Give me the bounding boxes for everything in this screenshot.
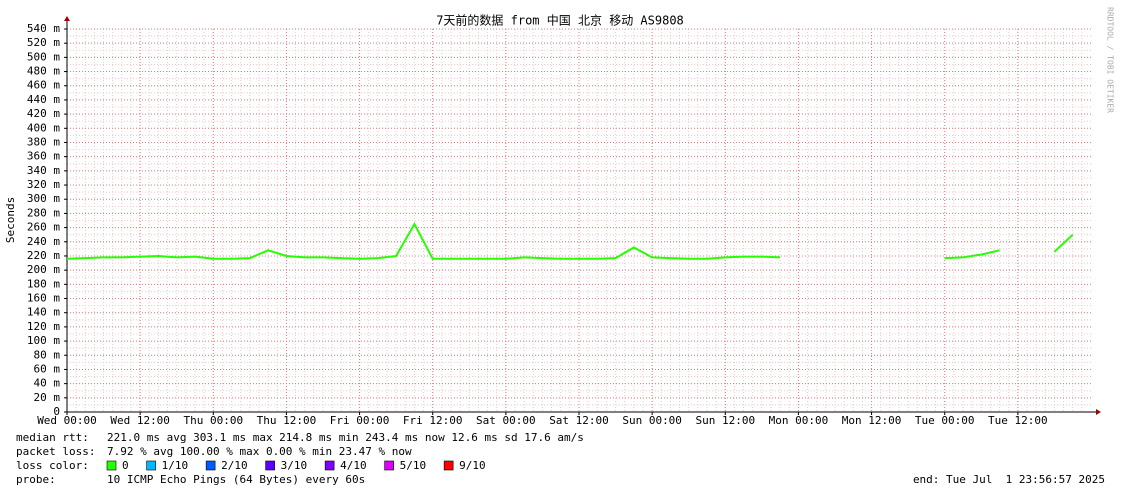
legend-entry: 0: [122, 459, 129, 472]
end-time: end: Tue Jul 1 23:56:57 2025: [913, 473, 1105, 486]
legend-entry: 5/10: [400, 459, 427, 472]
y-tick-label: 200 m: [27, 263, 60, 276]
y-tick-label: 500 m: [27, 50, 60, 63]
legend-entry: 2/10: [221, 459, 248, 472]
y-tick-label: 540 m: [27, 22, 60, 35]
y-tick-label: 400 m: [27, 121, 60, 134]
x-tick-label: Fri 12:00: [403, 414, 463, 427]
x-tick-label: Thu 00:00: [183, 414, 243, 427]
watermark: RRDTOOL / TOBI OETIKER: [1106, 7, 1115, 113]
y-tick-label: 100 m: [27, 334, 60, 347]
legend-entry: 3/10: [281, 459, 308, 472]
y-tick-label: 160 m: [27, 292, 60, 305]
x-tick-label: Tue 00:00: [915, 414, 975, 427]
legend-entry: 9/10: [459, 459, 486, 472]
y-tick-label: 480 m: [27, 65, 60, 78]
probe-label: probe:: [16, 473, 56, 486]
y-tick-label: 120 m: [27, 320, 60, 333]
y-tick-label: 300 m: [27, 192, 60, 205]
chart-title: 7天前的数据 from 中国 北京 移动 AS9808: [436, 13, 684, 28]
legend-swatch: [205, 460, 216, 471]
stat-text: 221.0 ms avg 303.1 ms max 214.8 ms min 2…: [107, 431, 584, 444]
y-tick-label: 240 m: [27, 235, 60, 248]
stat-label: packet loss:: [16, 445, 95, 458]
x-tick-label: Sat 12:00: [549, 414, 609, 427]
legend-swatch: [265, 460, 275, 471]
x-tick-label: Wed 12:00: [110, 414, 170, 427]
y-axis-label: Seconds: [4, 197, 17, 243]
y-tick-label: 260 m: [27, 221, 60, 234]
legend-swatch: [324, 460, 335, 471]
legend-entry: 1/10: [162, 459, 189, 472]
y-tick-label: 60 m: [34, 362, 61, 375]
x-tick-label: Wed 00:00: [37, 414, 97, 427]
y-tick-label: 40 m: [34, 377, 61, 390]
axis-arrow: [1096, 409, 1101, 415]
stat-label: median rtt:: [16, 431, 89, 444]
legend-swatch: [443, 460, 454, 471]
y-tick-label: 520 m: [27, 36, 60, 49]
y-tick-label: 80 m: [34, 348, 61, 361]
y-tick-label: 380 m: [27, 135, 60, 148]
legend-swatch: [384, 460, 394, 471]
y-tick-label: 340 m: [27, 164, 60, 177]
y-tick-label: 460 m: [27, 79, 60, 92]
axis-arrow: [64, 16, 70, 21]
legend-entry: 4/10: [340, 459, 367, 472]
y-tick-label: 320 m: [27, 178, 60, 191]
y-tick-label: 420 m: [27, 107, 60, 120]
y-tick-label: 0: [53, 405, 60, 418]
legend-swatch: [106, 460, 117, 471]
stat-text: 7.92 % avg 100.00 % max 0.00 % min 23.47…: [107, 445, 412, 458]
x-tick-label: Sat 00:00: [476, 414, 536, 427]
y-tick-label: 360 m: [27, 150, 60, 163]
y-tick-label: 20 m: [34, 391, 61, 404]
x-tick-label: Mon 12:00: [842, 414, 902, 427]
x-tick-label: Sun 12:00: [695, 414, 755, 427]
x-tick-label: Tue 12:00: [988, 414, 1048, 427]
y-tick-label: 440 m: [27, 93, 60, 106]
x-tick-label: Fri 00:00: [330, 414, 390, 427]
rtt-line: [66, 221, 1074, 260]
y-tick-label: 220 m: [27, 249, 60, 262]
probe-text: 10 ICMP Echo Pings (64 Bytes) every 60s: [107, 473, 365, 486]
y-tick-label: 280 m: [27, 206, 60, 219]
x-tick-label: Mon 00:00: [769, 414, 829, 427]
legend-label: loss color:: [16, 459, 89, 472]
y-tick-label: 180 m: [27, 277, 60, 290]
y-tick-label: 140 m: [27, 306, 60, 319]
x-tick-label: Thu 12:00: [257, 414, 317, 427]
legend-swatch: [146, 460, 156, 471]
x-tick-label: Sun 00:00: [622, 414, 682, 427]
